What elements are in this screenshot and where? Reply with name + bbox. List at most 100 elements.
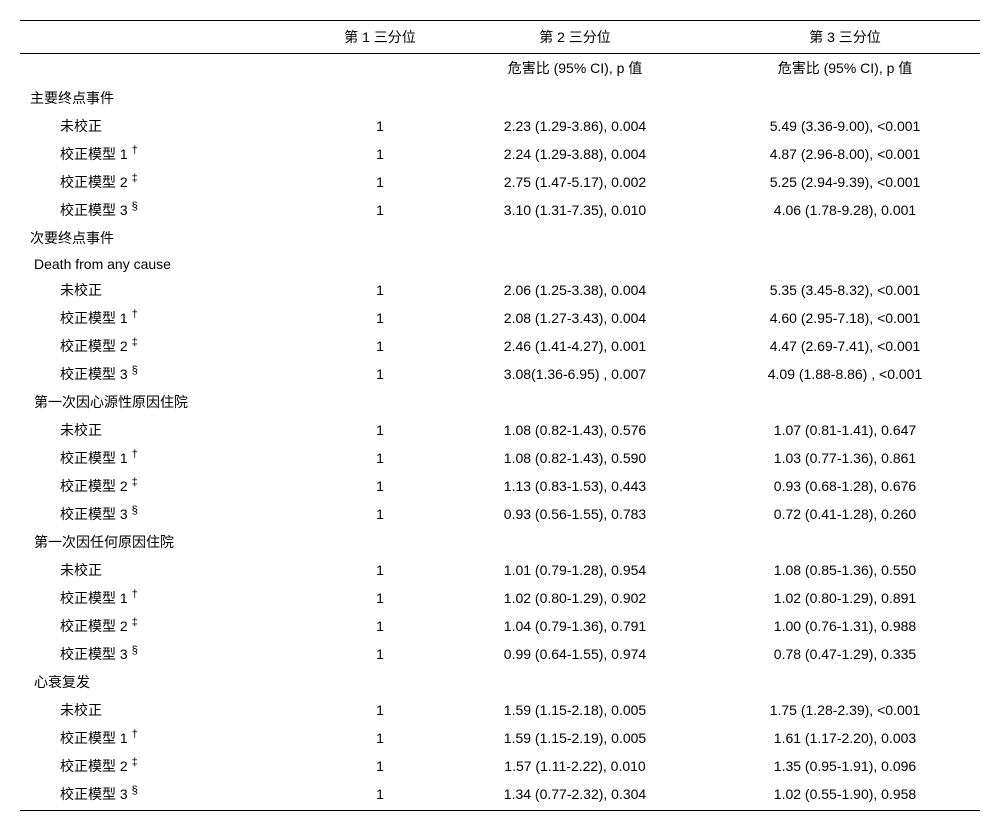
table-row: 校正模型 2 ‡ 1 1.57 (1.11-2.22), 0.010 1.35 … <box>20 752 980 780</box>
row-label: 校正模型 3 § <box>20 500 320 528</box>
row-label: 校正模型 2 ‡ <box>20 168 320 196</box>
cell: 1 <box>320 168 440 196</box>
cell: 1 <box>320 196 440 224</box>
table-row: 校正模型 1 † 1 2.24 (1.29-3.88), 0.004 4.87 … <box>20 140 980 168</box>
row-label: 校正模型 1 † <box>20 584 320 612</box>
cell: 1 <box>320 140 440 168</box>
table-row: 校正模型 1 † 1 1.08 (0.82-1.43), 0.590 1.03 … <box>20 444 980 472</box>
table-row: 校正模型 3 § 1 0.99 (0.64-1.55), 0.974 0.78 … <box>20 640 980 668</box>
table-row: 未校正 1 2.23 (1.29-3.86), 0.004 5.49 (3.36… <box>20 112 980 140</box>
cell: 1.03 (0.77-1.36), 0.861 <box>710 444 980 472</box>
cell: 1.59 (1.15-2.18), 0.005 <box>440 696 710 724</box>
col-tertile-1: 第 1 三分位 <box>320 21 440 54</box>
cell: 1.34 (0.77-2.32), 0.304 <box>440 780 710 811</box>
col-blank <box>20 21 320 54</box>
col-tertile-3: 第 3 三分位 <box>710 21 980 54</box>
row-label: 未校正 <box>20 696 320 724</box>
cell: 1 <box>320 332 440 360</box>
cell: 1.08 (0.82-1.43), 0.576 <box>440 416 710 444</box>
cell: 1.61 (1.17-2.20), 0.003 <box>710 724 980 752</box>
cell: 4.47 (2.69-7.41), <0.001 <box>710 332 980 360</box>
cell: 1.75 (1.28-2.39), <0.001 <box>710 696 980 724</box>
subsection-title: 心衰复发 <box>20 668 980 696</box>
row-label: 校正模型 1 † <box>20 724 320 752</box>
cell: 1 <box>320 584 440 612</box>
table-row: 校正模型 1 † 1 2.08 (1.27-3.43), 0.004 4.60 … <box>20 304 980 332</box>
subheader-t3: 危害比 (95% CI), p 值 <box>710 54 980 85</box>
row-label: 校正模型 3 § <box>20 360 320 388</box>
cell: 3.08(1.36-6.95) , 0.007 <box>440 360 710 388</box>
row-label: 校正模型 3 § <box>20 780 320 811</box>
subsection-any-hosp: 第一次因任何原因住院 <box>20 528 980 556</box>
table-row: 校正模型 2 ‡ 1 1.13 (0.83-1.53), 0.443 0.93 … <box>20 472 980 500</box>
subheader-t2: 危害比 (95% CI), p 值 <box>440 54 710 85</box>
cell: 4.09 (1.88-8.86) , <0.001 <box>710 360 980 388</box>
table-row: 校正模型 2 ‡ 1 1.04 (0.79-1.36), 0.791 1.00 … <box>20 612 980 640</box>
cell: 1 <box>320 416 440 444</box>
row-label: 校正模型 1 † <box>20 140 320 168</box>
cell: 5.25 (2.94-9.39), <0.001 <box>710 168 980 196</box>
cell: 1 <box>320 780 440 811</box>
cell: 1.02 (0.80-1.29), 0.902 <box>440 584 710 612</box>
cell: 1.59 (1.15-2.19), 0.005 <box>440 724 710 752</box>
cell: 1 <box>320 752 440 780</box>
cell: 0.99 (0.64-1.55), 0.974 <box>440 640 710 668</box>
section-title: 主要终点事件 <box>20 84 980 112</box>
cell: 2.24 (1.29-3.88), 0.004 <box>440 140 710 168</box>
cell: 1.08 (0.82-1.43), 0.590 <box>440 444 710 472</box>
table-row: 未校正 1 1.01 (0.79-1.28), 0.954 1.08 (0.85… <box>20 556 980 584</box>
row-label: 未校正 <box>20 276 320 304</box>
col-tertile-2: 第 2 三分位 <box>440 21 710 54</box>
cell: 2.06 (1.25-3.38), 0.004 <box>440 276 710 304</box>
table-row: 校正模型 3 § 1 3.10 (1.31-7.35), 0.010 4.06 … <box>20 196 980 224</box>
table-row: 校正模型 1 † 1 1.59 (1.15-2.19), 0.005 1.61 … <box>20 724 980 752</box>
section-secondary: 次要终点事件 <box>20 224 980 252</box>
cell: 2.75 (1.47-5.17), 0.002 <box>440 168 710 196</box>
row-label: 未校正 <box>20 112 320 140</box>
cell: 1.04 (0.79-1.36), 0.791 <box>440 612 710 640</box>
table-row: 未校正 1 1.59 (1.15-2.18), 0.005 1.75 (1.28… <box>20 696 980 724</box>
cell: 2.23 (1.29-3.86), 0.004 <box>440 112 710 140</box>
cell: 1.35 (0.95-1.91), 0.096 <box>710 752 980 780</box>
row-label: 校正模型 3 § <box>20 196 320 224</box>
cell: 1.02 (0.55-1.90), 0.958 <box>710 780 980 811</box>
subsection-death: Death from any cause <box>20 252 980 276</box>
cell: 1 <box>320 276 440 304</box>
table-row: 校正模型 3 § 1 3.08(1.36-6.95) , 0.007 4.09 … <box>20 360 980 388</box>
cell: 1.00 (0.76-1.31), 0.988 <box>710 612 980 640</box>
cell: 1.08 (0.85-1.36), 0.550 <box>710 556 980 584</box>
table-row: 校正模型 2 ‡ 1 2.46 (1.41-4.27), 0.001 4.47 … <box>20 332 980 360</box>
row-label: 校正模型 1 † <box>20 304 320 332</box>
cell: 1 <box>320 612 440 640</box>
table-row: 未校正 1 2.06 (1.25-3.38), 0.004 5.35 (3.45… <box>20 276 980 304</box>
hazard-ratio-table: 第 1 三分位 第 2 三分位 第 3 三分位 危害比 (95% CI), p … <box>20 20 980 811</box>
cell: 1 <box>320 724 440 752</box>
cell: 0.78 (0.47-1.29), 0.335 <box>710 640 980 668</box>
cell: 1.13 (0.83-1.53), 0.443 <box>440 472 710 500</box>
subsection-title: Death from any cause <box>20 252 980 276</box>
cell: 1.07 (0.81-1.41), 0.647 <box>710 416 980 444</box>
row-label: 校正模型 2 ‡ <box>20 472 320 500</box>
table-row: 校正模型 3 § 1 0.93 (0.56-1.55), 0.783 0.72 … <box>20 500 980 528</box>
subsection-title: 第一次因心源性原因住院 <box>20 388 980 416</box>
section-title: 次要终点事件 <box>20 224 980 252</box>
subsection-hf-recur: 心衰复发 <box>20 668 980 696</box>
cell: 2.08 (1.27-3.43), 0.004 <box>440 304 710 332</box>
row-label: 校正模型 2 ‡ <box>20 752 320 780</box>
row-label: 未校正 <box>20 416 320 444</box>
table-row: 校正模型 1 † 1 1.02 (0.80-1.29), 0.902 1.02 … <box>20 584 980 612</box>
cell: 1 <box>320 696 440 724</box>
cell: 1.02 (0.80-1.29), 0.891 <box>710 584 980 612</box>
row-label: 校正模型 2 ‡ <box>20 332 320 360</box>
table: 第 1 三分位 第 2 三分位 第 3 三分位 危害比 (95% CI), p … <box>20 20 980 811</box>
cell: 0.93 (0.68-1.28), 0.676 <box>710 472 980 500</box>
row-label: 校正模型 1 † <box>20 444 320 472</box>
cell: 1.57 (1.11-2.22), 0.010 <box>440 752 710 780</box>
row-label: 未校正 <box>20 556 320 584</box>
subsection-cardiac-hosp: 第一次因心源性原因住院 <box>20 388 980 416</box>
table-subheader-row: 危害比 (95% CI), p 值 危害比 (95% CI), p 值 <box>20 54 980 85</box>
cell: 1 <box>320 444 440 472</box>
cell: 1.01 (0.79-1.28), 0.954 <box>440 556 710 584</box>
cell: 0.72 (0.41-1.28), 0.260 <box>710 500 980 528</box>
cell: 1 <box>320 304 440 332</box>
